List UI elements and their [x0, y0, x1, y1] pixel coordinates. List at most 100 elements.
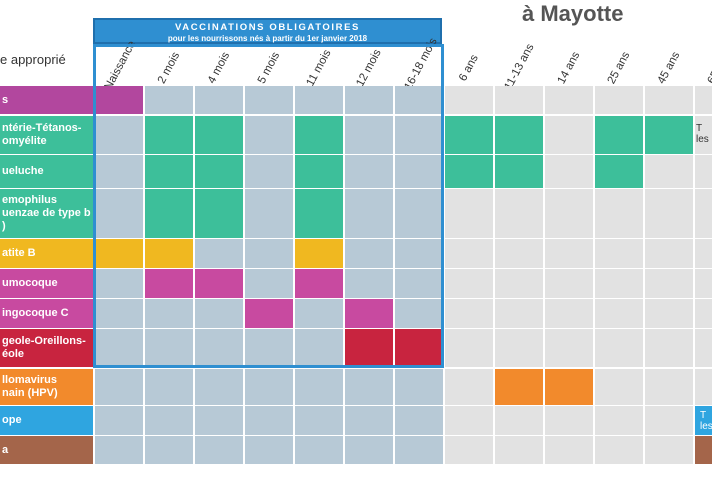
cell-r8-c9 — [545, 369, 593, 405]
age-header-4: 11 mois — [304, 47, 334, 89]
cell-r2-c3 — [245, 155, 293, 188]
cell-r2-c7 — [445, 155, 493, 188]
age-header-9: 14 ans — [555, 49, 583, 87]
cell-r10-c12 — [695, 436, 712, 464]
cell-r7-c7 — [445, 329, 493, 367]
cell-r5-c2 — [195, 269, 243, 298]
cell-r3-c10 — [595, 189, 643, 238]
vaccine-label-9: ope — [0, 406, 93, 435]
cell-r10-c7 — [445, 436, 493, 464]
cell-r5-c12 — [695, 269, 712, 298]
cell-r10-c11 — [645, 436, 693, 464]
cell-r7-c1 — [145, 329, 193, 367]
cell-r6-c0 — [95, 299, 143, 328]
cell-r4-c11 — [645, 239, 693, 268]
cell-r9-c9 — [545, 406, 593, 435]
cell-r8-c5 — [345, 369, 393, 405]
cell-r10-c5 — [345, 436, 393, 464]
cell-r4-c0 — [95, 239, 143, 268]
cell-r4-c4 — [295, 239, 343, 268]
age-header-1: 2 mois — [155, 50, 183, 86]
cell-r3-c8 — [495, 189, 543, 238]
title-fragment: à Mayotte — [522, 1, 624, 26]
age-header-11: 45 ans — [655, 49, 683, 87]
cell-r6-c3 — [245, 299, 293, 328]
cell-r4-c6 — [395, 239, 443, 268]
vaccine-label-5: umocoque — [0, 269, 93, 298]
cell-r1-c4 — [295, 116, 343, 154]
cell-r3-c3 — [245, 189, 293, 238]
cell-r10-c2 — [195, 436, 243, 464]
vaccine-label-3: emophilus uenzae de type b ) — [0, 189, 93, 238]
cell-r5-c3 — [245, 269, 293, 298]
cell-r10-c8 — [495, 436, 543, 464]
age-header-6: 16-18 mois — [402, 36, 440, 93]
cell-r9-c5 — [345, 406, 393, 435]
banner-title: VACCINATIONS OBLIGATOIRES — [175, 22, 360, 33]
cell-r7-c11 — [645, 329, 693, 367]
cell-r3-c7 — [445, 189, 493, 238]
cell-r1-c3 — [245, 116, 293, 154]
cell-r4-c10 — [595, 239, 643, 268]
cell-r9-c2 — [195, 406, 243, 435]
cell-r10-c9 — [545, 436, 593, 464]
cell-r4-c8 — [495, 239, 543, 268]
side-note-dtp-65: T les — [696, 123, 709, 145]
cell-r8-c3 — [245, 369, 293, 405]
cell-r7-c12 — [695, 329, 712, 367]
cell-r2-c11 — [645, 155, 693, 188]
cell-r10-c6 — [395, 436, 443, 464]
cell-r8-c0 — [95, 369, 143, 405]
cell-r5-c6 — [395, 269, 443, 298]
cell-r6-c5 — [345, 299, 393, 328]
cell-r1-c9 — [545, 116, 593, 154]
cell-r9-c12 — [695, 406, 712, 435]
cell-r9-c11 — [645, 406, 693, 435]
cell-r10-c1 — [145, 436, 193, 464]
vaccine-label-6: ingocoque C — [0, 299, 93, 328]
cell-r9-c0 — [95, 406, 143, 435]
cell-r1-c5 — [345, 116, 393, 154]
age-header-10: 25 ans — [605, 49, 633, 87]
cell-r10-c4 — [295, 436, 343, 464]
side-note-grippe-65: T les — [700, 410, 712, 432]
cell-r9-c3 — [245, 406, 293, 435]
cell-r8-c7 — [445, 369, 493, 405]
vaccine-label-1: ntérie-Tétanos- omyélite — [0, 116, 93, 154]
cell-r6-c1 — [145, 299, 193, 328]
vaccine-label-7: geole-Oreillons- éole — [0, 329, 93, 367]
cell-r0-c3 — [245, 86, 293, 114]
cell-r2-c6 — [395, 155, 443, 188]
cell-r1-c10 — [595, 116, 643, 154]
cell-r7-c2 — [195, 329, 243, 367]
cell-r4-c7 — [445, 239, 493, 268]
cell-r6-c10 — [595, 299, 643, 328]
cell-r3-c4 — [295, 189, 343, 238]
cell-r8-c12 — [695, 369, 712, 405]
cell-r4-c12 — [695, 239, 712, 268]
cell-r1-c7 — [445, 116, 493, 154]
cell-r8-c10 — [595, 369, 643, 405]
cell-r6-c7 — [445, 299, 493, 328]
cell-r2-c10 — [595, 155, 643, 188]
cell-r6-c12 — [695, 299, 712, 328]
cell-r2-c0 — [95, 155, 143, 188]
cell-r7-c4 — [295, 329, 343, 367]
cell-r3-c0 — [95, 189, 143, 238]
cell-r7-c5 — [345, 329, 393, 367]
cell-r5-c0 — [95, 269, 143, 298]
cell-r7-c8 — [495, 329, 543, 367]
cell-r4-c5 — [345, 239, 393, 268]
cell-r5-c11 — [645, 269, 693, 298]
cell-r1-c1 — [145, 116, 193, 154]
cell-r9-c7 — [445, 406, 493, 435]
cell-r9-c1 — [145, 406, 193, 435]
cell-r7-c10 — [595, 329, 643, 367]
cell-r3-c6 — [395, 189, 443, 238]
banner-subtitle: pour les nourrissons nés à partir du 1er… — [167, 34, 368, 43]
cell-r8-c8 — [495, 369, 543, 405]
cell-r5-c9 — [545, 269, 593, 298]
cell-r6-c6 — [395, 299, 443, 328]
cell-r5-c8 — [495, 269, 543, 298]
cell-r8-c11 — [645, 369, 693, 405]
